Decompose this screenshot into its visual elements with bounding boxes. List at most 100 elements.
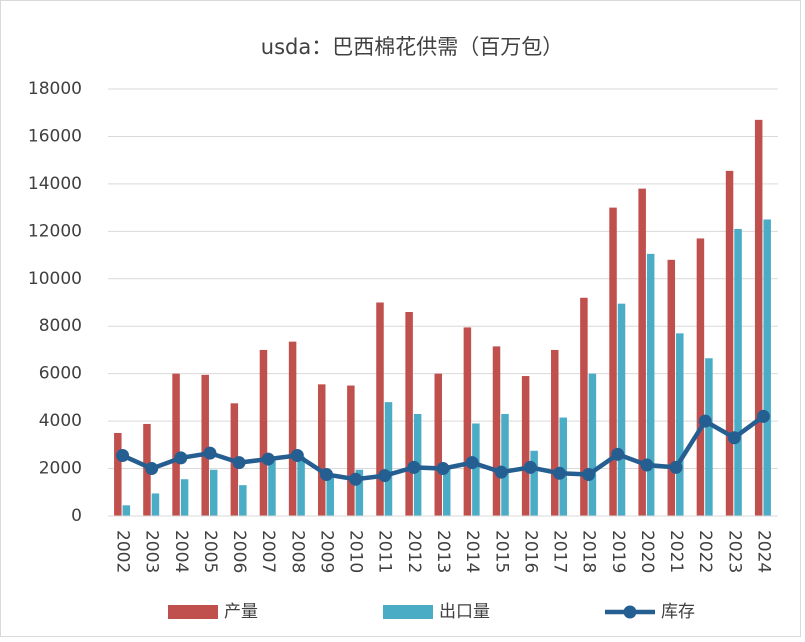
x-tick-label: 2022: [695, 530, 715, 573]
x-tick-label: 2010: [346, 530, 366, 573]
bar: [734, 228, 742, 516]
bar: [376, 302, 384, 516]
y-tick-label: 14000: [28, 174, 82, 194]
bar: [239, 485, 247, 516]
bar: [443, 468, 451, 516]
chart-title: usda：巴西棉花供需（百万包）: [261, 35, 563, 59]
x-tick-label: 2017: [550, 530, 570, 573]
bar: [617, 303, 626, 516]
bar: [122, 505, 131, 516]
x-tick-label: 2015: [491, 530, 511, 573]
bar: [317, 384, 326, 516]
x-tick-label: 2024: [753, 530, 773, 573]
bar: [172, 373, 180, 516]
line-marker: [553, 466, 567, 480]
y-tick-label: 12000: [28, 221, 82, 241]
line-marker: [436, 462, 450, 476]
legend-label: 出口量: [439, 602, 490, 622]
bar: [180, 479, 189, 516]
bar: [434, 373, 442, 516]
x-tick-label: 2004: [171, 530, 191, 573]
bar: [763, 219, 771, 516]
bar: [705, 358, 713, 516]
bar: [347, 385, 355, 516]
line-marker: [203, 446, 217, 460]
x-tick-label: 2002: [113, 530, 133, 573]
bar: [580, 297, 588, 516]
bar: [114, 432, 122, 516]
line-marker: [378, 469, 392, 483]
legend-label: 库存: [661, 602, 695, 622]
bar: [259, 349, 268, 516]
bar: [501, 413, 509, 516]
y-tick-label: 18000: [28, 79, 82, 99]
x-tick-label: 2014: [462, 530, 482, 573]
bar: [268, 459, 276, 516]
bar: [472, 423, 480, 516]
bar: [355, 469, 364, 516]
bar: [559, 417, 568, 516]
bar: [201, 374, 209, 516]
line-marker: [523, 460, 537, 474]
line-marker: [640, 458, 654, 472]
y-tick-label: 8000: [39, 316, 82, 336]
bar: [151, 493, 160, 516]
bar: [754, 119, 763, 516]
bar: [696, 238, 705, 516]
y-tick-label: 0: [71, 506, 82, 526]
x-tick-label: 2011: [375, 530, 395, 573]
x-tick-label: 2016: [520, 530, 540, 573]
y-tick-label: 16000: [28, 126, 82, 146]
line-marker: [174, 451, 188, 465]
bar: [384, 402, 393, 516]
legend-swatch: [168, 605, 218, 619]
line-marker: [727, 431, 741, 445]
bar: [492, 346, 501, 516]
y-tick-label: 6000: [39, 364, 82, 384]
bar: [551, 349, 559, 516]
line-marker: [145, 462, 159, 476]
y-tick-label: 10000: [28, 269, 82, 289]
line-marker: [611, 447, 625, 461]
line-marker: [669, 460, 683, 474]
bar: [725, 170, 734, 516]
line-marker: [582, 467, 596, 481]
line-marker: [261, 452, 275, 466]
bar: [530, 450, 538, 516]
line-marker: [756, 409, 770, 423]
bar: [588, 373, 597, 516]
legend-label: 产量: [224, 602, 258, 622]
line-marker: [349, 472, 363, 486]
bar: [405, 311, 413, 516]
bar: [209, 469, 218, 516]
y-tick-label: 4000: [39, 411, 82, 431]
x-tick-label: 2009: [316, 530, 336, 573]
line-marker: [290, 449, 304, 463]
bar: [288, 341, 297, 516]
x-tick-label: 2023: [724, 530, 744, 573]
x-tick-label: 2005: [200, 530, 220, 573]
x-tick-label: 2007: [258, 530, 278, 573]
bar: [638, 188, 646, 516]
x-tick-label: 2021: [666, 530, 686, 573]
y-tick-label: 2000: [39, 459, 82, 479]
legend-swatch: [383, 605, 433, 619]
line-marker: [319, 467, 333, 481]
x-tick-label: 2013: [433, 530, 453, 573]
bar: [646, 253, 655, 516]
line-marker: [116, 449, 130, 463]
bar: [667, 259, 676, 516]
bar: [463, 327, 472, 516]
line-marker: [494, 465, 508, 479]
bar: [609, 207, 617, 516]
line-marker: [232, 456, 246, 470]
line-marker: [465, 456, 479, 470]
bar: [297, 456, 305, 516]
line-marker: [698, 414, 712, 428]
bar: [326, 475, 334, 516]
x-tick-label: 2020: [637, 530, 657, 573]
line-marker: [407, 460, 421, 474]
x-tick-label: 2006: [229, 530, 249, 573]
